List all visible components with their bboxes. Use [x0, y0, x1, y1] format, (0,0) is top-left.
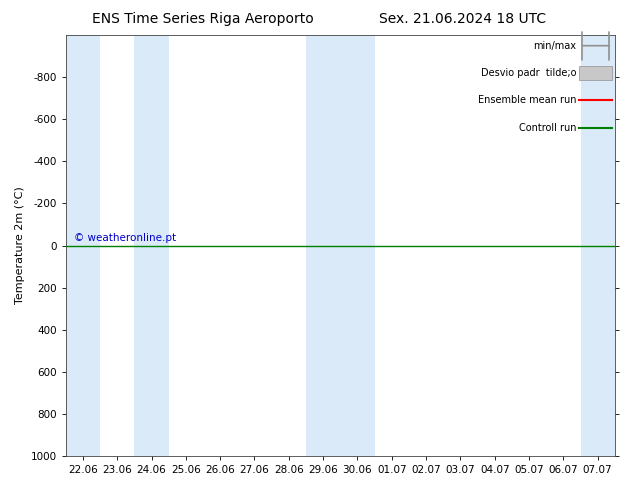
- Bar: [581, 35, 615, 456]
- Text: Ensemble mean run: Ensemble mean run: [478, 96, 576, 105]
- Y-axis label: Temperature 2m (°C): Temperature 2m (°C): [15, 187, 25, 304]
- Text: ENS Time Series Riga Aeroporto: ENS Time Series Riga Aeroporto: [92, 12, 314, 26]
- FancyBboxPatch shape: [579, 66, 612, 80]
- Text: Desvio padr  tilde;o: Desvio padr tilde;o: [481, 68, 576, 78]
- Text: Sex. 21.06.2024 18 UTC: Sex. 21.06.2024 18 UTC: [379, 12, 547, 26]
- Bar: [134, 35, 169, 456]
- Bar: [66, 35, 100, 456]
- Text: Controll run: Controll run: [519, 122, 576, 133]
- Text: min/max: min/max: [533, 41, 576, 50]
- Bar: [306, 35, 340, 456]
- Bar: [340, 35, 375, 456]
- Text: © weatheronline.pt: © weatheronline.pt: [74, 233, 176, 244]
